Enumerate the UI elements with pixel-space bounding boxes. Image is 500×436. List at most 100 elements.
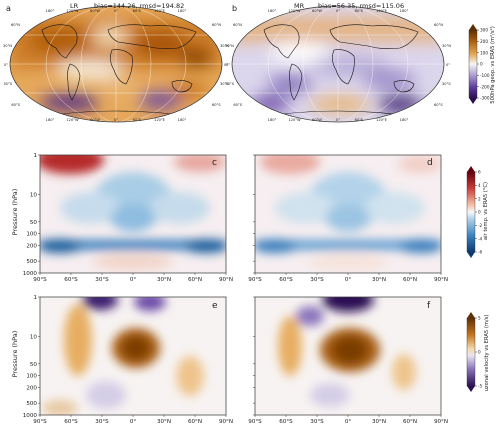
colorbar-tick-label: -300: [480, 96, 490, 101]
panel-b-stats: bias=56.35, rmsd=115.06: [318, 2, 405, 10]
map-a-bottom-lon-label: 180°: [46, 118, 55, 122]
map-b-bottom-lon-label: 120°W: [288, 118, 301, 122]
colorbar-wind-label: uzonal velocity vs ERA5 (m/s): [484, 314, 490, 392]
map-a-top-lon-label: 60°E: [133, 9, 142, 13]
lat-tick-label-c: 90°S: [33, 277, 47, 283]
pressure-tick-label-c: 200: [26, 244, 37, 250]
map-a-top-lon-label: 180°: [178, 9, 187, 13]
pressure-tick-label-c: 1000: [23, 271, 38, 277]
colorbar-tick-label: 300: [480, 28, 488, 33]
map-a-lat-label-right: 60°S: [212, 103, 221, 107]
map-a-lat-label-left: 60°N: [11, 23, 20, 27]
colorbar-geop: [468, 24, 478, 104]
lat-tick-label-e: 90°N: [219, 419, 233, 425]
lat-tick-label-c: 30°S: [95, 277, 109, 283]
lat-tick-label-f: 90°N: [434, 419, 448, 425]
map-a-bottom-lon-label: 0°: [114, 118, 118, 122]
pressure-tick-label-c: 100: [26, 232, 37, 238]
map-b-top-lon-label: 120°E: [376, 9, 388, 13]
map-b-lat-label-right: 30°N: [442, 44, 451, 48]
pressure-tick-label-e: 10: [30, 334, 38, 340]
lat-tick-label-e: 60°N: [188, 419, 202, 425]
lat-tick-label-e: 30°S: [95, 419, 109, 425]
map-a-lat-label-left: 60°S: [11, 103, 20, 107]
pressure-tick-label-e: 50: [30, 362, 38, 368]
lat-tick-label-d: 30°S: [310, 277, 324, 283]
pressure-tick-label-e: 500: [26, 401, 37, 407]
colorbar-tick-label: 0: [478, 210, 481, 215]
map-b-bottom-lon-label: 60°W: [312, 118, 322, 122]
map-b-lat-label-right: 0°: [446, 63, 450, 67]
panel-e-letter: e: [212, 301, 218, 311]
lat-tick-label-f: 30°N: [372, 419, 386, 425]
colorbar-tick-label: -200: [480, 84, 490, 89]
panel-a-stats: bias=144.26, rmsd=194.82: [94, 2, 185, 10]
colorbar-temp: [466, 166, 476, 258]
panel-b-letter: b: [232, 4, 238, 13]
lat-tick-label-c: 30°N: [157, 277, 171, 283]
lat-tick-label-e: 30°N: [157, 419, 171, 425]
lat-tick-label-e: 90°S: [33, 419, 47, 425]
lat-tick-label-d: 30°N: [372, 277, 386, 283]
lat-tick-label-c: 90°N: [219, 277, 233, 283]
map-a-bottom-lon-label: 120°E: [154, 118, 166, 122]
colorbar-tick-label: 2: [478, 196, 481, 201]
map-a-bottom-lon-label: 180°: [178, 118, 187, 122]
colorbar-geop-label: 500hPa geop. vs ERA5 (m²/s²): [490, 26, 496, 104]
map-b-top-lon-label: 180°: [400, 9, 409, 13]
pressure-axis-label-e: Pressure (hPa): [11, 330, 19, 378]
colorbar-tick-label: 200: [480, 39, 488, 44]
lat-tick-label-c: 60°S: [64, 277, 78, 283]
panel-a-letter: a: [6, 4, 11, 13]
lat-tick-label-d: 90°N: [434, 277, 448, 283]
map-b-top-lon-label: 180°: [268, 9, 277, 13]
map-a-top-lon-label: 60°W: [90, 9, 100, 13]
map-b-top-lon-label: 0°: [336, 9, 340, 13]
panel-a-map: [9, 5, 223, 123]
colorbar-tick-label: 6: [478, 170, 481, 175]
pressure-tick-label-e: 1000: [23, 413, 38, 419]
pressure-tick-label-c: 10: [30, 192, 38, 198]
map-b-bottom-lon-label: 180°: [400, 118, 409, 122]
lat-tick-label-d: 60°S: [279, 277, 293, 283]
map-a-top-lon-label: 0°: [114, 9, 118, 13]
panel-b-model: MR: [294, 2, 305, 10]
pressure-tick-label-e: 200: [26, 386, 37, 392]
map-a-lat-label-left: 0°: [4, 63, 8, 67]
lat-tick-label-d: 90°S: [248, 277, 262, 283]
lat-tick-label-c: 60°N: [188, 277, 202, 283]
pressure-axis-label-c: Pressure (hPa): [11, 188, 19, 236]
colorbar-tick-label: 0: [478, 350, 481, 355]
map-b-lat-label-left: 30°S: [225, 82, 234, 86]
lat-tick-label-f: 90°S: [248, 419, 262, 425]
map-b-top-lon-label: 60°E: [355, 9, 364, 13]
map-b-lat-label-right: 30°S: [442, 82, 451, 86]
colorbar-tick-label: -6: [478, 250, 483, 255]
map-b-bottom-lon-label: 60°E: [355, 118, 364, 122]
colorbar-temp-label: air temp. vs ERA5 (°C): [483, 181, 489, 241]
panel-b-map: [231, 5, 445, 123]
colorbar-tick-label: 4: [478, 183, 481, 188]
panel-d-plot: [254, 154, 442, 274]
panel-c-letter: c: [212, 158, 217, 168]
map-b-top-lon-label: 60°W: [312, 9, 322, 13]
lat-tick-label-e: 0°: [130, 419, 137, 425]
map-a-top-lon-label: 120°E: [154, 9, 166, 13]
map-a-lat-label-left: 30°N: [3, 44, 12, 48]
pressure-tick-label-c: 1: [33, 153, 37, 159]
pressure-tick-label-c: 500: [26, 259, 37, 265]
map-b-lat-label-right: 60°S: [434, 103, 443, 107]
lat-tick-label-c: 0°: [130, 277, 137, 283]
pressure-tick-label-c: 50: [30, 220, 38, 226]
map-b-bottom-lon-label: 0°: [336, 118, 340, 122]
map-b-lat-label-left: 60°N: [233, 23, 242, 27]
map-a-lat-label-left: 30°S: [3, 82, 12, 86]
map-b-bottom-lon-label: 120°E: [376, 118, 388, 122]
panel-e-plot: [39, 296, 227, 416]
map-a-top-lon-label: 120°W: [66, 9, 79, 13]
colorbar-tick-label: -100: [480, 73, 490, 78]
map-b-lat-label-left: 60°S: [233, 103, 242, 107]
colorbar-tick-label: 5: [478, 316, 481, 321]
colorbar-tick-label: -5: [478, 384, 483, 389]
